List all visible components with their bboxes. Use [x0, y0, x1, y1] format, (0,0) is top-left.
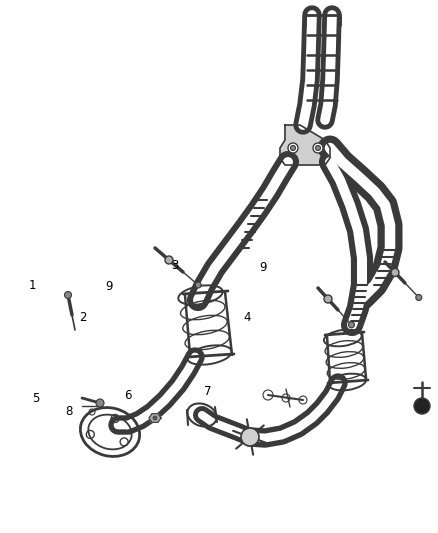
Circle shape: [165, 256, 173, 264]
Text: 9: 9: [105, 280, 113, 293]
Text: 8: 8: [66, 405, 73, 418]
Text: 7: 7: [204, 385, 212, 398]
Circle shape: [391, 269, 399, 277]
Circle shape: [414, 398, 430, 414]
Text: 1: 1: [29, 279, 37, 292]
Text: 5: 5: [32, 392, 39, 405]
Circle shape: [288, 143, 298, 153]
Text: 6: 6: [124, 389, 132, 402]
Circle shape: [64, 292, 71, 298]
Text: 2: 2: [79, 311, 87, 324]
Text: 9: 9: [259, 261, 267, 274]
Circle shape: [313, 143, 323, 153]
Circle shape: [195, 282, 201, 288]
Text: 3: 3: [172, 259, 179, 272]
Circle shape: [241, 428, 259, 446]
Polygon shape: [149, 414, 161, 422]
Circle shape: [324, 295, 332, 303]
Circle shape: [96, 399, 104, 407]
Circle shape: [416, 295, 422, 301]
Text: 4: 4: [244, 311, 251, 324]
Circle shape: [290, 146, 296, 150]
Circle shape: [349, 322, 354, 328]
Circle shape: [315, 146, 321, 150]
Circle shape: [153, 416, 157, 420]
Polygon shape: [280, 125, 330, 165]
